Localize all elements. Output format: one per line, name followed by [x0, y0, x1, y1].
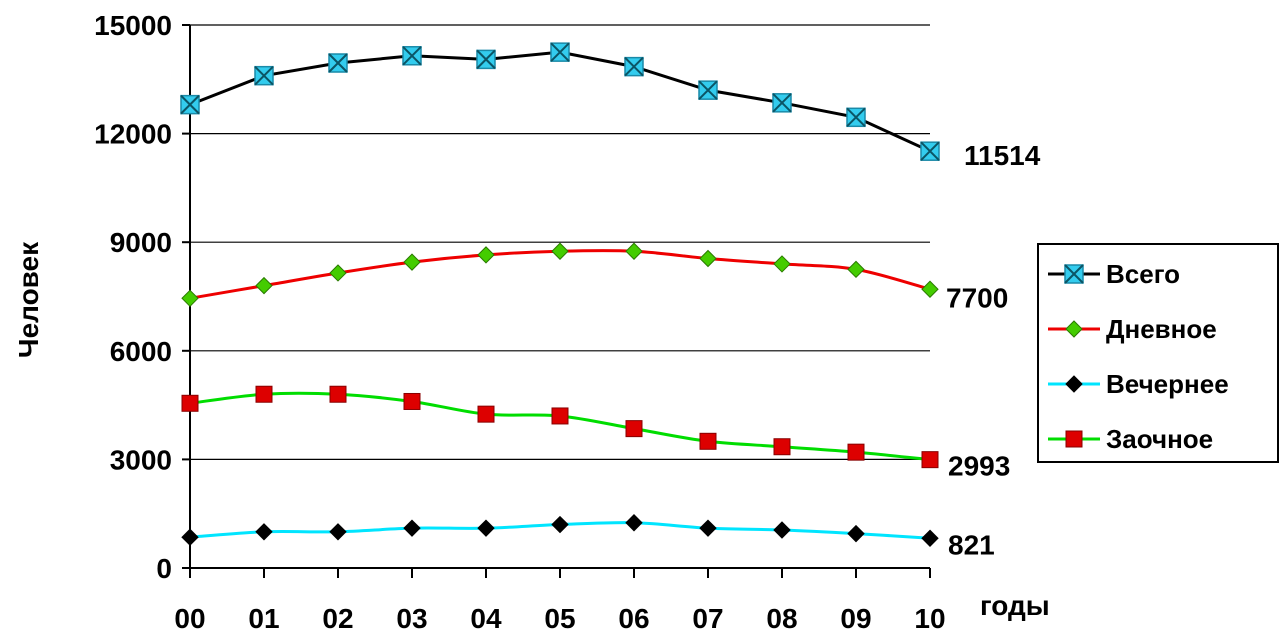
x-axis-title: годы	[980, 590, 1050, 621]
data-point	[551, 515, 569, 534]
x-tick-label: 06	[618, 603, 649, 634]
legend-label: Вечернее	[1106, 369, 1229, 399]
y-tick-label: 6000	[110, 336, 172, 367]
data-point	[625, 514, 643, 532]
end-value-label: 2993	[948, 451, 1010, 482]
data-point	[699, 249, 717, 268]
legend-marker	[1064, 264, 1084, 284]
end-value-label: 11514	[964, 140, 1041, 171]
grid	[190, 24, 930, 460]
y-tick-label: 0	[156, 553, 172, 584]
data-point	[402, 46, 422, 66]
series-3	[181, 514, 939, 547]
series-4	[181, 385, 939, 469]
data-point	[773, 521, 791, 539]
data-point	[181, 394, 199, 412]
data-point	[254, 65, 274, 86]
series-group	[180, 42, 940, 547]
y-axis-ticks: 0 3000 6000 9000 12000 15000	[94, 10, 190, 584]
x-tick-label: 04	[470, 603, 502, 634]
data-point	[181, 289, 199, 308]
legend: Всего Дневное Вечернее Заочное	[1037, 243, 1279, 463]
data-point	[921, 451, 939, 469]
legend-label: Всего	[1106, 259, 1180, 289]
x-tick-label: 08	[766, 603, 797, 634]
data-point	[698, 80, 718, 100]
x-tick-label: 10	[914, 603, 945, 634]
data-point	[846, 107, 866, 128]
data-point	[699, 519, 717, 537]
series-line	[189, 391, 931, 462]
data-point	[255, 276, 273, 295]
data-point	[773, 438, 791, 456]
data-point	[921, 280, 939, 298]
x-tick-label: 09	[840, 603, 871, 634]
legend-marker	[1065, 320, 1083, 338]
y-tick-label: 9000	[110, 227, 172, 258]
x-tick-label: 07	[692, 603, 723, 634]
data-point	[329, 264, 347, 282]
legend-entry: Заочное	[1048, 424, 1213, 454]
end-value-label: 821	[948, 529, 995, 560]
end-labels: 11514 7700 821 2993	[946, 140, 1041, 560]
legend-marker	[1065, 430, 1083, 448]
data-point	[551, 242, 569, 260]
x-tick-label: 05	[544, 603, 575, 634]
data-point	[476, 49, 496, 70]
data-point	[329, 385, 347, 403]
series-2	[181, 242, 939, 308]
x-tick-label: 00	[174, 603, 205, 634]
data-point	[847, 524, 865, 543]
data-point	[920, 141, 940, 161]
end-value-label: 7700	[946, 282, 1008, 313]
legend-entry: Всего	[1048, 259, 1180, 289]
data-point	[255, 385, 273, 403]
data-point	[477, 246, 495, 264]
x-tick-label: 01	[248, 603, 279, 634]
series-1	[180, 42, 940, 161]
data-point	[329, 523, 347, 541]
x-axis-ticks: 00 01 02 03 04 05 06 07 08 09 10	[174, 568, 946, 634]
legend-marker	[1065, 375, 1083, 393]
x-tick-label: 03	[396, 603, 427, 634]
data-point	[328, 53, 348, 73]
x-tick-label: 02	[322, 603, 353, 634]
data-point	[847, 443, 865, 461]
data-point	[772, 93, 792, 113]
data-point	[403, 392, 421, 410]
data-point	[699, 432, 717, 450]
series-line	[189, 50, 931, 153]
legend-entry: Вечернее	[1048, 369, 1229, 399]
data-point	[551, 407, 569, 425]
data-point	[625, 420, 643, 438]
data-point	[181, 528, 199, 546]
data-point	[403, 519, 421, 537]
y-tick-label: 3000	[110, 444, 172, 475]
data-point	[624, 56, 644, 77]
legend-label: Заочное	[1106, 424, 1213, 454]
data-point	[847, 260, 865, 279]
data-point	[921, 529, 939, 547]
data-point	[625, 242, 643, 260]
data-point	[255, 523, 273, 541]
data-point	[773, 255, 791, 273]
data-point	[477, 519, 495, 537]
axes	[189, 25, 930, 569]
data-point	[550, 42, 570, 62]
y-tick-label: 15000	[94, 10, 172, 41]
legend-entry: Дневное	[1048, 314, 1217, 344]
data-point	[403, 253, 421, 271]
data-point	[477, 405, 495, 423]
data-point	[180, 94, 200, 115]
y-axis-title: Человек	[13, 241, 44, 358]
y-tick-label: 12000	[94, 119, 172, 150]
legend-label: Дневное	[1106, 314, 1217, 344]
